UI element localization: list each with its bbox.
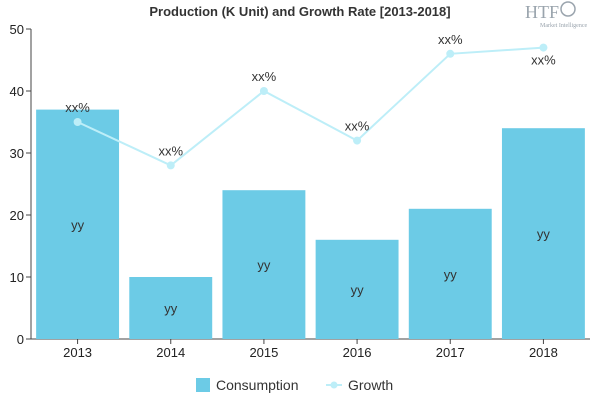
legend-swatch-consumption (196, 378, 210, 392)
bar-label-2013: yy (71, 217, 85, 232)
logo: HTF Market Intelligence (525, 1, 587, 29)
growth-point-2016 (353, 136, 362, 145)
bar-label-2014: yy (164, 301, 178, 316)
legend-label-growth: Growth (348, 377, 393, 393)
bar-label-2015: yy (257, 258, 271, 273)
growth-label-2015: xx% (252, 69, 277, 84)
bar-label-2018: yy (537, 227, 551, 242)
y-tick-label: 40 (10, 84, 24, 99)
logo-subtext: Market Intelligence (540, 23, 587, 29)
x-tick-label-2017: 2017 (436, 345, 465, 360)
legend-marker-growth (330, 381, 338, 389)
growth-label-2013: xx% (65, 100, 90, 115)
bar-2018 (501, 128, 585, 339)
legend-label-consumption: Consumption (216, 377, 299, 393)
growth-label-2016: xx% (345, 119, 370, 134)
chart-title: Production (K Unit) and Growth Rate [201… (149, 4, 450, 19)
x-tick-label-2016: 2016 (343, 345, 372, 360)
growth-point-2013 (73, 118, 82, 126)
bar-2013 (36, 109, 120, 339)
logo-text: HTF (525, 2, 559, 22)
x-tick-label-2015: 2015 (249, 345, 278, 360)
y-tick-label: 0 (17, 332, 24, 347)
growth-point-2018 (539, 43, 548, 52)
y-tick-label: 10 (10, 270, 24, 285)
growth-label-2017: xx% (438, 32, 463, 47)
bar-label-2016: yy (351, 282, 365, 297)
x-tick-label-2014: 2014 (156, 345, 185, 360)
bar-2015 (222, 190, 306, 339)
growth-label-2014: xx% (158, 143, 183, 158)
y-tick-label: 30 (10, 146, 24, 161)
growth-point-2017 (446, 49, 455, 58)
bar-2017 (408, 208, 492, 339)
growth-line (77, 46, 544, 167)
logo-globe-icon (560, 1, 576, 17)
bar-2014 (129, 277, 213, 339)
growth-point-2014 (166, 161, 175, 170)
bar-label-2017: yy (444, 267, 458, 282)
x-tick-label-2018: 2018 (529, 345, 558, 360)
plot-area: 0 10 20 30 40 50 yy yy yy yy yy yy 2013 2014 2015 2016 2… (10, 22, 590, 360)
y-tick-label: 20 (10, 208, 24, 223)
growth-label-2018: xx% (531, 53, 556, 68)
legend: Consumption Growth (196, 377, 393, 393)
bar-2016 (315, 239, 399, 339)
growth-point-2015 (259, 87, 268, 95)
y-tick-label: 50 (10, 22, 24, 37)
x-tick-label-2013: 2013 (63, 345, 92, 360)
